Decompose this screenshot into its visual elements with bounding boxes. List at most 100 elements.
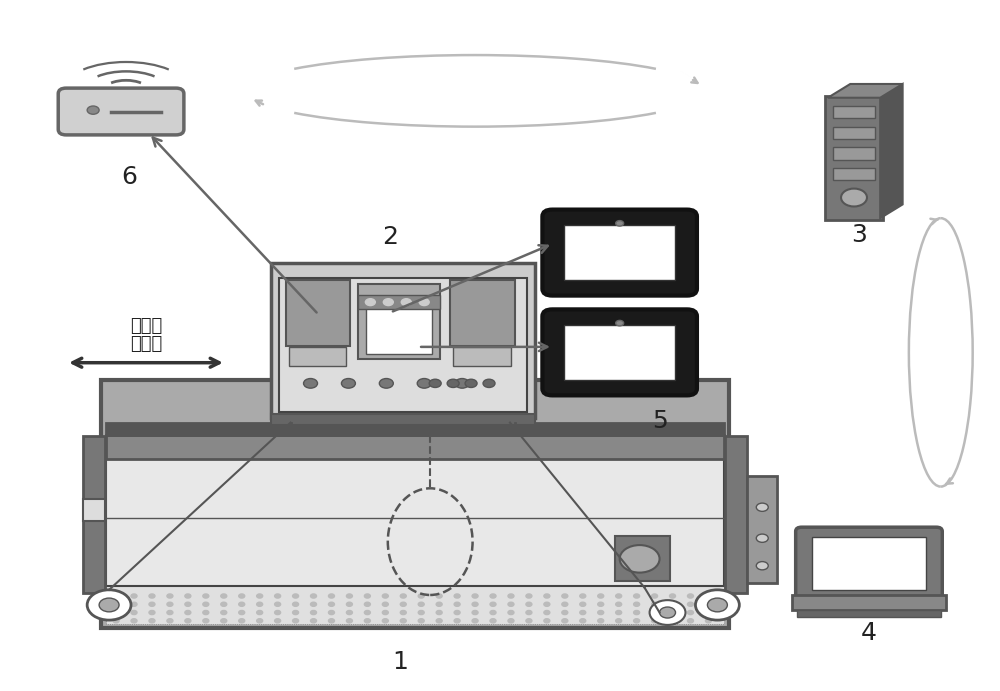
Circle shape — [131, 610, 137, 614]
Circle shape — [756, 503, 768, 511]
FancyBboxPatch shape — [106, 587, 724, 624]
Circle shape — [221, 594, 227, 598]
Circle shape — [670, 594, 676, 598]
Circle shape — [382, 618, 388, 623]
FancyBboxPatch shape — [366, 302, 432, 354]
Circle shape — [400, 618, 406, 623]
Circle shape — [616, 321, 624, 326]
FancyBboxPatch shape — [564, 225, 675, 281]
Circle shape — [490, 603, 496, 606]
FancyBboxPatch shape — [792, 596, 946, 610]
Circle shape — [841, 189, 867, 207]
Circle shape — [185, 610, 191, 614]
Circle shape — [401, 299, 411, 305]
Circle shape — [239, 594, 245, 598]
Circle shape — [167, 610, 173, 614]
Circle shape — [580, 618, 586, 623]
Circle shape — [526, 594, 532, 598]
Circle shape — [221, 610, 227, 614]
Circle shape — [149, 610, 155, 614]
Circle shape — [707, 598, 727, 612]
Circle shape — [580, 594, 586, 598]
Text: 进后退: 进后退 — [130, 335, 162, 353]
Circle shape — [508, 594, 514, 598]
FancyBboxPatch shape — [833, 168, 875, 180]
FancyBboxPatch shape — [271, 415, 535, 425]
Polygon shape — [880, 84, 903, 218]
Circle shape — [346, 603, 352, 606]
Circle shape — [113, 618, 119, 623]
FancyBboxPatch shape — [825, 95, 883, 220]
Circle shape — [275, 618, 281, 623]
FancyBboxPatch shape — [358, 295, 440, 309]
Circle shape — [275, 594, 281, 598]
Circle shape — [418, 594, 424, 598]
Circle shape — [620, 545, 660, 573]
Circle shape — [328, 618, 334, 623]
Circle shape — [365, 299, 375, 305]
Circle shape — [687, 618, 693, 623]
Circle shape — [346, 610, 352, 614]
FancyBboxPatch shape — [725, 436, 747, 594]
Circle shape — [275, 603, 281, 606]
Text: 2: 2 — [382, 225, 398, 249]
Circle shape — [472, 594, 478, 598]
Circle shape — [257, 618, 263, 623]
Circle shape — [616, 610, 622, 614]
Circle shape — [239, 618, 245, 623]
FancyBboxPatch shape — [286, 280, 350, 346]
Circle shape — [275, 610, 281, 614]
Circle shape — [634, 603, 640, 606]
Circle shape — [341, 379, 355, 388]
Circle shape — [526, 618, 532, 623]
Circle shape — [311, 618, 317, 623]
Circle shape — [221, 603, 227, 606]
Circle shape — [328, 594, 334, 598]
Circle shape — [203, 594, 209, 598]
Circle shape — [598, 594, 604, 598]
FancyBboxPatch shape — [796, 527, 942, 601]
Circle shape — [293, 610, 299, 614]
FancyBboxPatch shape — [83, 499, 105, 521]
Circle shape — [149, 603, 155, 606]
Circle shape — [167, 603, 173, 606]
Circle shape — [429, 379, 441, 388]
Text: 1: 1 — [392, 650, 408, 674]
Circle shape — [436, 594, 442, 598]
Circle shape — [670, 603, 676, 606]
Circle shape — [616, 618, 622, 623]
Circle shape — [455, 379, 469, 388]
Circle shape — [364, 594, 370, 598]
Circle shape — [418, 618, 424, 623]
Circle shape — [687, 603, 693, 606]
Circle shape — [634, 618, 640, 623]
FancyBboxPatch shape — [106, 435, 724, 459]
FancyBboxPatch shape — [812, 537, 926, 590]
Circle shape — [705, 610, 711, 614]
Circle shape — [383, 299, 393, 305]
Circle shape — [652, 610, 658, 614]
Text: 碎压前: 碎压前 — [130, 317, 162, 335]
Text: 3: 3 — [851, 223, 867, 247]
Circle shape — [382, 603, 388, 606]
Circle shape — [99, 598, 119, 612]
Circle shape — [418, 610, 424, 614]
Circle shape — [436, 610, 442, 614]
Circle shape — [167, 618, 173, 623]
Circle shape — [454, 610, 460, 614]
Circle shape — [203, 610, 209, 614]
Circle shape — [221, 618, 227, 623]
Circle shape — [490, 594, 496, 598]
Circle shape — [113, 603, 119, 606]
Circle shape — [472, 603, 478, 606]
Circle shape — [436, 603, 442, 606]
Circle shape — [598, 603, 604, 606]
FancyBboxPatch shape — [833, 147, 875, 160]
Circle shape — [454, 618, 460, 623]
Circle shape — [580, 603, 586, 606]
Circle shape — [167, 594, 173, 598]
Circle shape — [364, 610, 370, 614]
Circle shape — [257, 594, 263, 598]
Circle shape — [346, 594, 352, 598]
Circle shape — [652, 618, 658, 623]
